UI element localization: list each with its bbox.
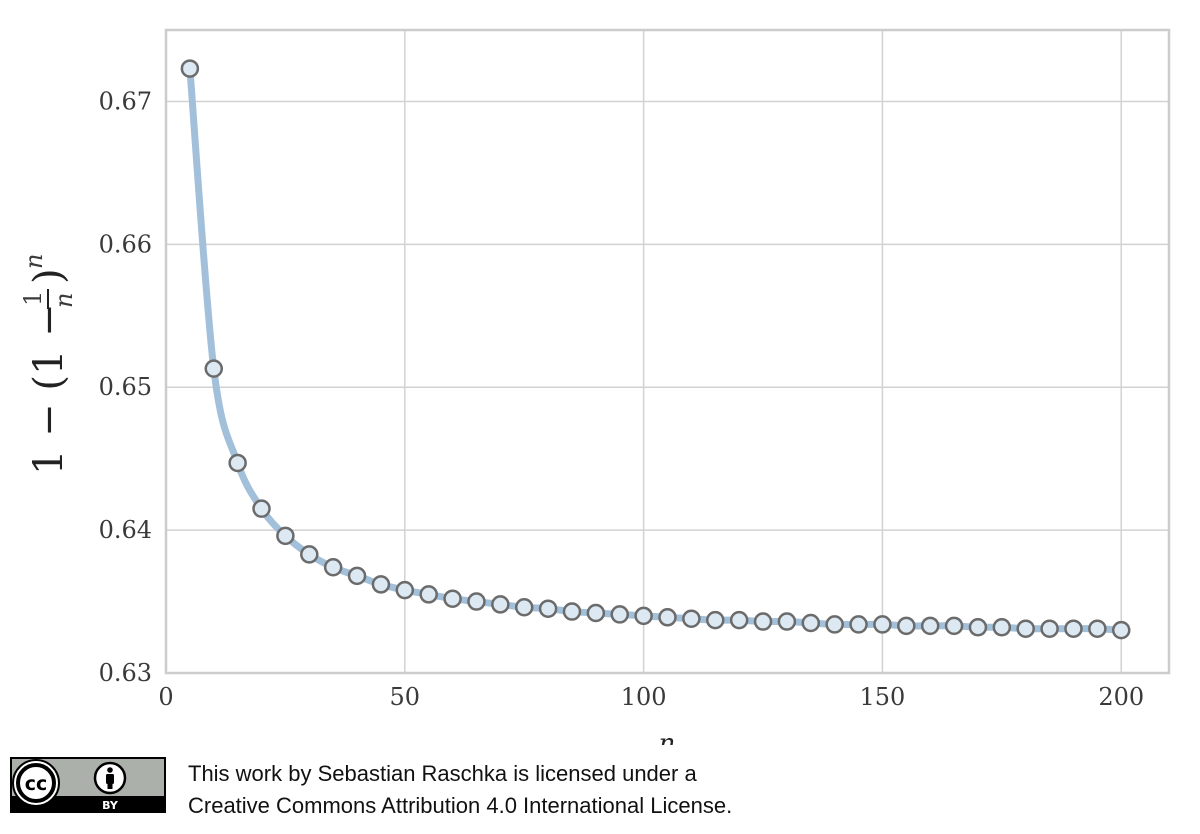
license-line-1: This work by Sebastian Raschka is licens… (188, 761, 697, 786)
data-point-marker (204, 359, 224, 378)
data-point-marker (1111, 620, 1131, 640)
y-axis-label-denominator: n (50, 293, 78, 308)
data-point-marker (443, 589, 462, 608)
plot-background (166, 30, 1169, 673)
data-point-marker (634, 606, 653, 626)
x-tick-label: 200 (1098, 683, 1144, 711)
data-point-marker (562, 602, 582, 621)
y-axis-label-exponent: n (20, 254, 48, 269)
y-axis-label-close: ) (26, 268, 72, 284)
data-point-marker (658, 608, 677, 627)
x-tick-label: 150 (860, 683, 906, 711)
data-point-marker (180, 59, 200, 78)
data-point-marker (347, 566, 367, 586)
y-axis-label-prefix: 1 − (1 − (26, 303, 72, 475)
y-tick-label: 0.64 (99, 516, 152, 544)
data-point-marker (920, 616, 940, 636)
data-point-marker (777, 612, 797, 631)
y-tick-label: 0.63 (99, 659, 152, 687)
data-point-marker (873, 615, 892, 634)
data-point-marker (992, 618, 1012, 637)
license-line-2[interactable]: Creative Commons Attribution 4.0 Interna… (188, 793, 733, 818)
x-axis-label: n (659, 729, 676, 745)
data-point-marker (825, 615, 844, 634)
license-notice: This work by Sebastian Raschka is licens… (188, 758, 732, 822)
plot-frame (164, 28, 1171, 675)
cc-by-badge[interactable]: cc BY (10, 757, 166, 813)
y-axis-label: 1 − (1 − 1 n ) n (19, 254, 78, 475)
data-point-marker (1088, 619, 1107, 638)
data-point-marker (586, 603, 606, 623)
y-tick-label: 0.66 (99, 230, 152, 258)
y-axis-label-numerator: 1 (19, 291, 47, 306)
y-tick-label: 0.67 (99, 87, 152, 115)
data-point-marker (1016, 619, 1035, 638)
data-point-marker (1064, 619, 1083, 638)
data-point-marker (467, 592, 486, 611)
data-point-marker (968, 618, 988, 637)
data-point-marker (801, 613, 821, 633)
data-point-marker (323, 558, 343, 577)
x-tick-label: 50 (390, 683, 421, 711)
data-point-marker (682, 609, 701, 628)
data-point-marker (228, 453, 247, 473)
data-point-marker (252, 499, 271, 518)
data-point-marker (729, 610, 749, 630)
chart: 0 50 100 150 200 0.63 0.64 0.65 0.66 0.67 1 − (1 … (19, 28, 1171, 745)
data-point-marker (610, 605, 629, 624)
data-point-marker (897, 616, 916, 636)
data-point-marker (300, 545, 319, 564)
data-point-marker (944, 616, 964, 636)
svg-text:cc: cc (25, 773, 48, 795)
data-point-marker (753, 612, 773, 631)
cc-icon: cc (12, 759, 60, 807)
data-point-marker (491, 595, 510, 614)
axis-tick-labels: 0 50 100 150 200 0.63 0.64 0.65 0.66 0.67 (99, 87, 1145, 711)
data-point-marker (276, 526, 295, 546)
data-point-marker (706, 610, 725, 630)
data-point-marker (538, 599, 558, 618)
data-point-marker (514, 598, 534, 617)
data-point-marker (849, 615, 868, 634)
cc-by-label: BY (102, 799, 119, 812)
x-tick-label: 0 (158, 683, 173, 711)
series-layer (180, 59, 1131, 640)
data-point-marker (371, 575, 391, 594)
attribution-person-icon (93, 761, 127, 795)
data-point-marker (419, 585, 438, 604)
x-tick-label: 100 (621, 683, 667, 711)
data-point-marker (1040, 619, 1059, 638)
y-tick-label: 0.65 (99, 373, 152, 401)
data-point-marker (395, 580, 415, 600)
